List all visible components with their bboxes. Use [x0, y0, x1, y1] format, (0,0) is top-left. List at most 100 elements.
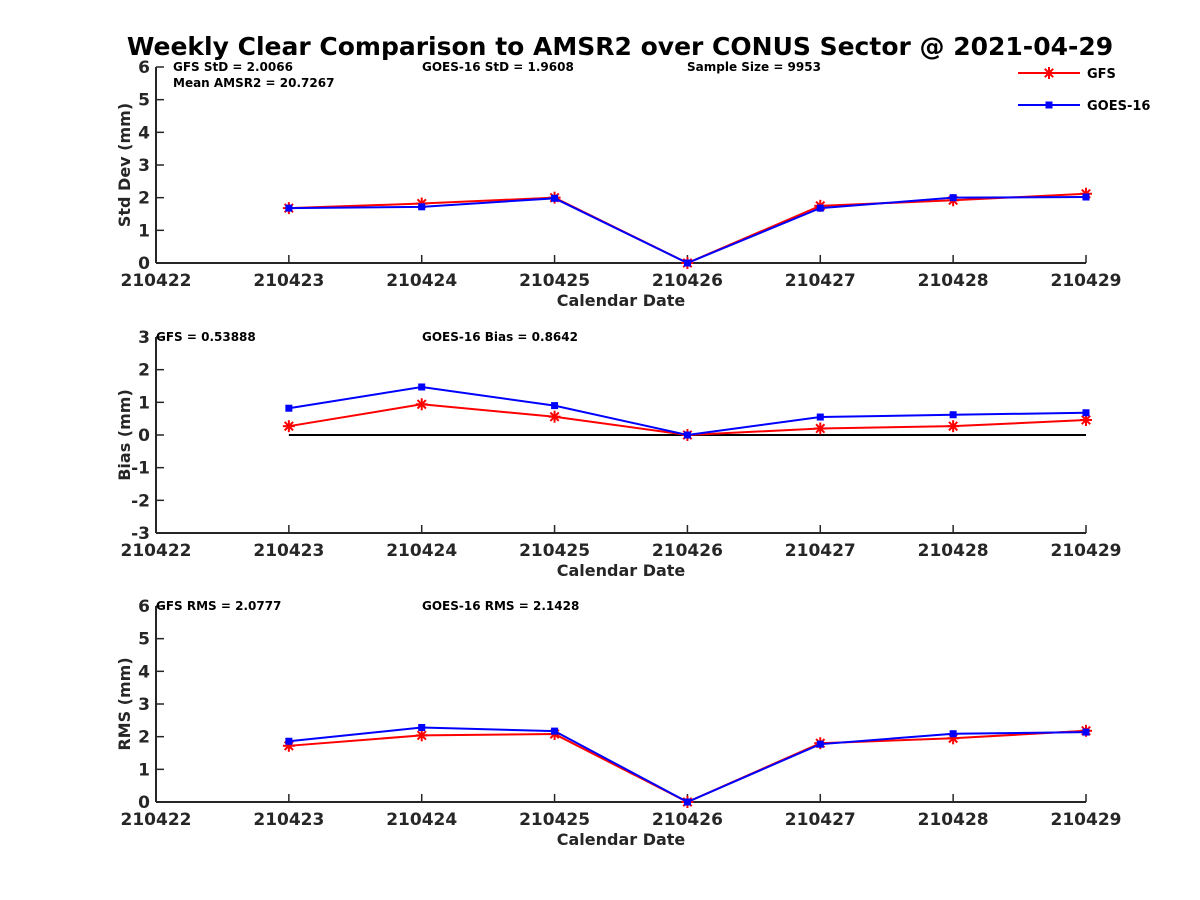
series-line-goes-16: [288, 196, 1087, 265]
data-point-goes16: [816, 204, 824, 212]
x-tick-label: 210428: [918, 810, 989, 830]
x-tick-label: 210424: [386, 541, 457, 561]
data-point-goes16: [418, 383, 426, 391]
data-point-goes16: [418, 724, 426, 732]
data-point-goes16: [816, 413, 824, 421]
stat-annotation: GFS StD = 2.0066: [173, 60, 293, 74]
x-tick-label: 210425: [519, 810, 590, 830]
y-tick-label: -3: [131, 524, 150, 544]
y-tick-label: 3: [138, 156, 150, 176]
data-point-gfs: [548, 410, 561, 423]
y-tick-label: 3: [138, 328, 150, 348]
y-tick-label: 1: [138, 760, 150, 780]
data-point-goes16: [418, 203, 426, 211]
y-tick-label: 4: [138, 123, 150, 143]
x-tick-label: 210422: [121, 810, 192, 830]
series-line-goes-16: [288, 385, 1087, 437]
series-line-gfs: [288, 729, 1087, 804]
x-tick-label: 210426: [652, 810, 723, 830]
stat-annotation: GOES-16 RMS = 2.1428: [422, 599, 579, 613]
x-tick-label: 210426: [652, 541, 723, 561]
x-tick-label: 210427: [785, 271, 856, 291]
x-axis-label: Calendar Date: [557, 830, 686, 849]
data-point-goes16: [1082, 409, 1090, 417]
y-axis-label: RMS (mm): [115, 657, 134, 750]
y-tick-label: 2: [138, 728, 150, 748]
data-point-goes16: [285, 404, 293, 412]
x-tick-label: 210427: [785, 541, 856, 561]
x-axis-label: Calendar Date: [557, 561, 686, 580]
data-point-gfs: [415, 398, 428, 411]
y-tick-label: 0: [138, 426, 150, 446]
y-tick-label: 2: [138, 189, 150, 209]
y-tick-label: 1: [138, 393, 150, 413]
data-point-goes16: [816, 740, 824, 748]
x-tick-label: 210429: [1051, 810, 1122, 830]
y-tick-label: 2: [138, 361, 150, 381]
y-tick-label: 0: [138, 793, 150, 813]
stat-annotation: GFS RMS = 2.0777: [156, 599, 281, 613]
data-point-goes16: [551, 727, 559, 735]
data-point-gfs: [814, 422, 827, 435]
legend: GFS GOES-16: [1018, 67, 1150, 114]
x-tick-label: 210427: [785, 810, 856, 830]
stat-annotation: GOES-16 StD = 1.9608: [422, 60, 574, 74]
data-point-goes16: [949, 411, 957, 419]
y-tick-label: 5: [138, 91, 150, 111]
x-axis-label: Calendar Date: [557, 291, 686, 310]
x-tick-label: 210426: [652, 271, 723, 291]
x-tick-label: 210423: [253, 810, 324, 830]
legend-marker-asterisk: [1043, 67, 1055, 79]
x-tick-label: 210429: [1051, 271, 1122, 291]
series-line-gfs: [288, 192, 1087, 265]
y-axis-label: Std Dev (mm): [115, 103, 134, 227]
y-tick-label: 1: [138, 221, 150, 241]
stat-annotation: GOES-16 Bias = 0.8642: [422, 330, 578, 344]
x-tick-label: 210428: [918, 541, 989, 561]
x-tick-label: 210422: [121, 271, 192, 291]
chart-title: Weekly Clear Comparison to AMSR2 over CO…: [127, 32, 1113, 61]
panel-stddev: 0 1 2 3 4 5 6 210422 210423 210424 210425 210426 210…: [115, 58, 1121, 310]
data-point-goes16: [1082, 728, 1090, 736]
y-tick-label: 0: [138, 254, 150, 274]
data-point-goes16: [683, 259, 691, 267]
x-tick-label: 210424: [386, 810, 457, 830]
data-point-goes16: [285, 204, 293, 212]
y-tick-label: 4: [138, 662, 150, 682]
data-point-goes16: [551, 402, 559, 410]
data-point-goes16: [683, 798, 691, 806]
x-tick-label: 210423: [253, 271, 324, 291]
y-tick-label: 6: [138, 58, 150, 78]
x-tick-label: 210422: [121, 541, 192, 561]
panel-rms: 0 1 2 3 4 5 6 210422 210423 210424 210425 210426 210…: [115, 597, 1121, 849]
y-axis-label: Bias (mm): [115, 389, 134, 481]
data-point-goes16: [1082, 193, 1090, 201]
series-line-goes-16: [288, 726, 1087, 804]
x-tick-label: 210428: [918, 271, 989, 291]
x-tick-label: 210424: [386, 271, 457, 291]
y-tick-label: 3: [138, 695, 150, 715]
data-point-goes16: [949, 730, 957, 738]
legend-item-gfs: GFS: [1018, 67, 1116, 82]
data-point-goes16: [949, 194, 957, 202]
legend-item-goes-16: GOES-16: [1018, 99, 1150, 114]
data-point-gfs: [947, 420, 960, 433]
stat-annotation: Mean AMSR2 = 20.7267: [173, 76, 334, 90]
data-point-goes16: [551, 194, 559, 202]
data-point-gfs: [282, 420, 295, 433]
x-tick-label: 210425: [519, 541, 590, 561]
data-point-goes16: [683, 431, 691, 439]
x-tick-label: 210429: [1051, 541, 1122, 561]
legend-label: GFS: [1087, 67, 1116, 82]
x-tick-label: 210423: [253, 541, 324, 561]
legend-marker-square: [1045, 101, 1053, 109]
legend-label: GOES-16: [1087, 99, 1150, 114]
data-point-gfs: [415, 729, 428, 742]
y-tick-label: -1: [131, 459, 150, 479]
stat-annotation: Sample Size = 9953: [687, 60, 821, 74]
x-tick-label: 210425: [519, 271, 590, 291]
stat-annotation: GFS = 0.53888: [156, 330, 256, 344]
y-tick-label: 6: [138, 597, 150, 617]
